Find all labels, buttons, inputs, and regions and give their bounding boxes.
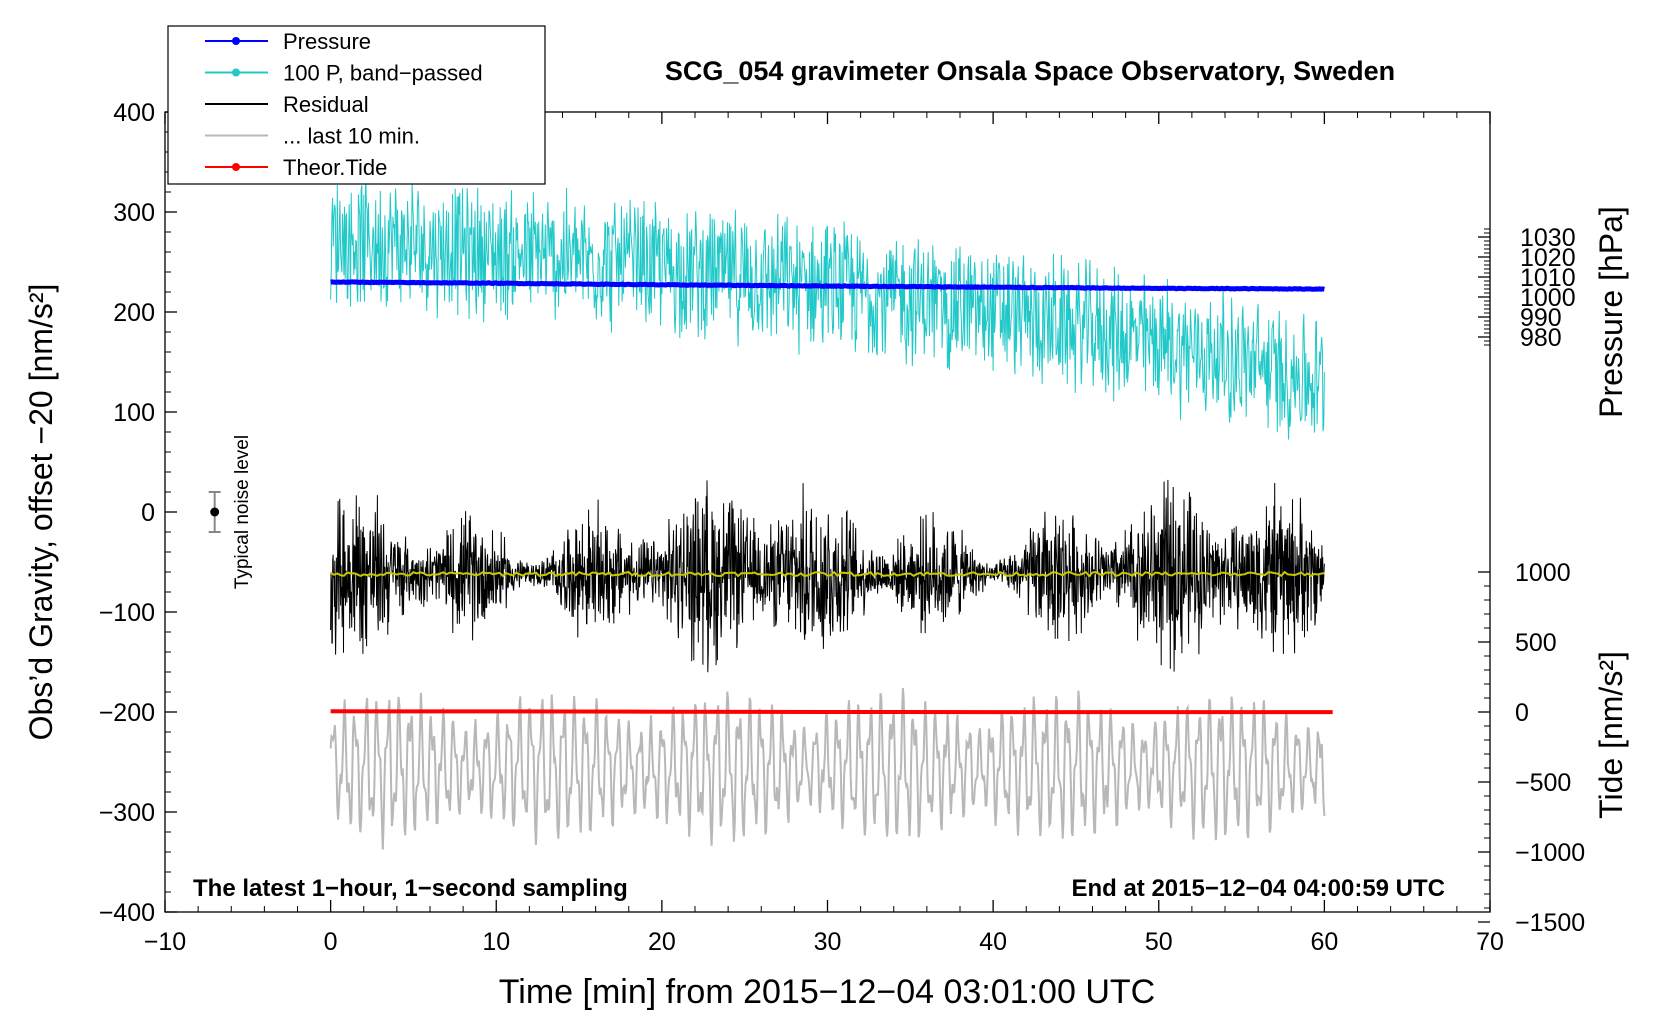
annotation-sampling: The latest 1−hour, 1−second sampling bbox=[193, 875, 628, 902]
y-tick-label-left: 100 bbox=[113, 399, 155, 427]
y-axis-label-pressure: Pressure [hPa] bbox=[1593, 206, 1629, 418]
x-tick-label: 20 bbox=[648, 928, 676, 956]
tide-tick-label: 500 bbox=[1515, 629, 1557, 657]
y-axis-label-left: Obs’d Gravity, offset −20 [nm/s²] bbox=[23, 284, 59, 741]
x-tick-label: 50 bbox=[1145, 928, 1173, 956]
x-tick-label: 70 bbox=[1476, 928, 1504, 956]
legend-label-0: Pressure bbox=[283, 29, 371, 54]
legend-label-2: Residual bbox=[283, 92, 369, 117]
annotation-end-time: End at 2015−12−04 04:00:59 UTC bbox=[1071, 875, 1445, 902]
pressure-tick-label: 1030 bbox=[1520, 224, 1576, 252]
pressure-tick-label: 1010 bbox=[1520, 264, 1576, 292]
series-last-10-min bbox=[329, 688, 1326, 850]
pressure-tick-label: 990 bbox=[1520, 304, 1562, 332]
data-series-layer bbox=[208, 166, 1333, 850]
legend-marker-0 bbox=[232, 37, 240, 45]
tide-tick-label: −1500 bbox=[1515, 909, 1585, 937]
noise-level-label: Typical noise level bbox=[232, 435, 253, 589]
series-100p-band-passed bbox=[330, 166, 1325, 440]
x-tick-label: 60 bbox=[1310, 928, 1338, 956]
y-tick-label-left: −200 bbox=[99, 699, 155, 727]
tide-tick-label: 0 bbox=[1515, 699, 1529, 727]
series-residual-smoothed bbox=[330, 570, 1325, 578]
legend: Pressure 100 P, band−passed Residual ... la… bbox=[167, 25, 546, 185]
pressure-tick-label: 980 bbox=[1520, 324, 1562, 352]
tide-tick-label: −500 bbox=[1515, 769, 1571, 797]
tide-tick-label: −1000 bbox=[1515, 839, 1585, 867]
x-tick-label: 0 bbox=[324, 928, 338, 956]
x-tick-label: 10 bbox=[482, 928, 510, 956]
y-tick-label-left: −300 bbox=[99, 799, 155, 827]
pressure-tick-label: 1020 bbox=[1520, 244, 1576, 272]
x-axis-label: Time [min] from 2015−12−04 03:01:00 UTC bbox=[499, 973, 1155, 1011]
legend-marker-4 bbox=[232, 163, 240, 171]
series-residual bbox=[330, 479, 1325, 673]
y-tick-label-left: 200 bbox=[113, 299, 155, 327]
legend-label-1: 100 P, band−passed bbox=[283, 61, 483, 86]
axes-layer: −10 0 10 20 30 40 50 60 704003002001000−100−200−… bbox=[99, 99, 1586, 956]
x-tick-label: 40 bbox=[979, 928, 1007, 956]
x-tick-label: −10 bbox=[144, 928, 186, 956]
legend-label-3: ... last 10 min. bbox=[283, 124, 420, 149]
y-tick-label-left: −100 bbox=[99, 599, 155, 627]
y-tick-label-left: 300 bbox=[113, 199, 155, 227]
y-tick-label-left: 400 bbox=[113, 99, 155, 127]
legend-label-4: Theor.Tide bbox=[283, 155, 387, 180]
tide-tick-label: 1000 bbox=[1515, 559, 1571, 587]
series-theor-tide bbox=[330, 709, 1333, 715]
pressure-tick-label: 1000 bbox=[1520, 284, 1576, 312]
chart-title: SCG_054 gravimeter Onsala Space Observat… bbox=[665, 56, 1395, 86]
y-axis-label-tide: Tide [nm/s²] bbox=[1593, 651, 1629, 819]
x-tick-label: 30 bbox=[814, 928, 842, 956]
series-pressure bbox=[329, 279, 1326, 292]
y-tick-label-left: 0 bbox=[141, 499, 155, 527]
legend-marker-1 bbox=[232, 68, 240, 77]
y-tick-label-left: −400 bbox=[99, 899, 155, 927]
noise-level-marker bbox=[210, 507, 220, 517]
